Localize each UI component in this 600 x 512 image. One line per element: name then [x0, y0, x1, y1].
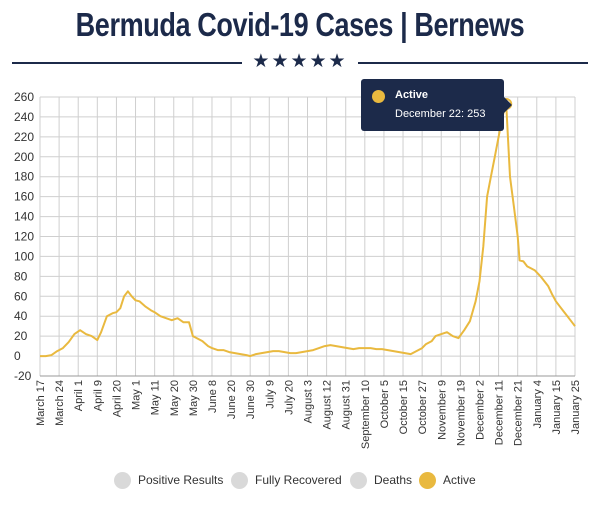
- x-tick-label: January 25: [570, 380, 582, 434]
- star-rating-icon: ★★★★★: [252, 51, 348, 72]
- legend-dot-icon: [231, 471, 248, 489]
- x-tick-label: January 15: [551, 380, 563, 434]
- x-tick-label: April 1: [73, 380, 85, 411]
- y-tick-label: 200: [14, 150, 34, 164]
- tooltip-series-label: Active: [395, 89, 429, 101]
- x-tick-label: June 30: [245, 380, 257, 419]
- x-tick-label: November 9: [436, 380, 448, 440]
- y-tick-label: 140: [14, 210, 34, 224]
- x-tick-label: August 12: [322, 380, 334, 430]
- title-rule-left: [12, 62, 242, 64]
- x-tick-label: May 30: [188, 380, 200, 416]
- x-tick-label: November 19: [455, 380, 467, 446]
- x-tick-label: October 15: [398, 380, 410, 434]
- x-tick-label: December 21: [513, 380, 525, 446]
- legend-dot-icon: [114, 471, 131, 489]
- x-tick-label: September 10: [360, 380, 372, 449]
- chart-grid: [39, 96, 576, 377]
- legend-label: Active: [443, 473, 476, 487]
- x-tick-label: May 1: [131, 380, 143, 410]
- x-tick-label: July 20: [283, 380, 295, 415]
- y-tick-label: 100: [14, 249, 34, 263]
- legend-label: Fully Recovered: [255, 473, 342, 487]
- x-axis: March 17 March 24 April 1 April 9 April 20 Ma…: [35, 380, 582, 449]
- y-tick-label: 80: [14, 269, 28, 283]
- y-tick-label: 220: [14, 130, 34, 144]
- x-tick-label: October 5: [379, 380, 391, 428]
- legend-label: Positive Results: [138, 473, 224, 487]
- x-tick-label: March 24: [54, 380, 66, 426]
- x-tick-label: August 31: [341, 380, 353, 430]
- y-tick-label: 180: [14, 170, 34, 184]
- x-tick-label: June 8: [207, 380, 219, 413]
- x-tick-label: December 11: [494, 380, 506, 445]
- legend-item-deaths[interactable]: Deaths: [350, 470, 412, 490]
- y-tick-label: -20: [14, 369, 32, 383]
- y-tick-label: 0: [14, 349, 21, 363]
- legend-dot-icon: [350, 471, 367, 489]
- y-tick-label: 20: [14, 329, 28, 343]
- x-tick-label: June 20: [226, 380, 238, 419]
- x-tick-label: August 3: [303, 380, 315, 423]
- x-tick-label: May 20: [169, 380, 181, 416]
- legend-item-active[interactable]: Active: [419, 470, 476, 490]
- y-axis: -20 0 20 40 60 80 100 120 140 160 180 200 220 240 260: [14, 90, 34, 383]
- page-title: Bermuda Covid-19 Cases | Bernews: [75, 6, 525, 43]
- y-tick-label: 120: [14, 230, 34, 244]
- legend-item-fully-recovered[interactable]: Fully Recovered: [231, 470, 342, 490]
- legend-label: Deaths: [374, 473, 413, 487]
- y-tick-label: 260: [14, 90, 34, 104]
- legend-dot-icon: [419, 471, 436, 489]
- x-tick-label: October 27: [417, 380, 429, 434]
- y-tick-label: 40: [14, 309, 28, 323]
- x-tick-label: April 9: [92, 380, 104, 411]
- x-tick-label: May 11: [150, 380, 162, 415]
- x-tick-label: March 17: [35, 380, 47, 426]
- legend-item-positive-results[interactable]: Positive Results: [114, 470, 223, 490]
- title-rule-right: [358, 62, 588, 64]
- tooltip-series-dot: [372, 90, 385, 103]
- x-tick-label: April 20: [111, 380, 123, 417]
- series-line-active: [40, 103, 576, 358]
- y-tick-label: 160: [14, 190, 34, 204]
- y-tick-label: 240: [14, 110, 34, 124]
- y-tick-label: 60: [14, 289, 28, 303]
- x-tick-label: July 9: [264, 380, 276, 409]
- chart-tooltip: Active December 22: 253: [361, 79, 512, 131]
- tooltip-value: December 22: 253: [395, 108, 486, 120]
- covid-line-chart: -20020406080100120140160180200220240260 …: [14, 90, 582, 449]
- x-tick-label: December 2: [474, 380, 486, 440]
- x-tick-label: January 4: [532, 380, 544, 428]
